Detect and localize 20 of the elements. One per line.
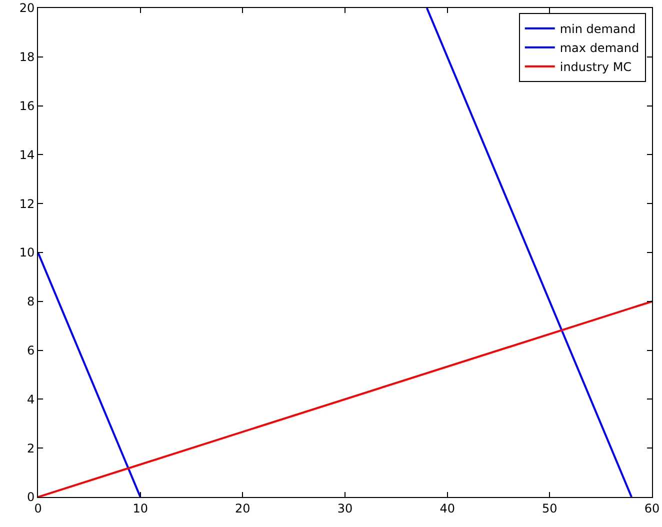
x-tick-label: 10 bbox=[132, 501, 148, 516]
legend-label: min demand bbox=[560, 22, 636, 36]
legend-label: max demand bbox=[560, 41, 640, 56]
y-tick-label: 12 bbox=[19, 196, 35, 211]
x-tick-label: 40 bbox=[440, 501, 455, 516]
legend-label: industry MC bbox=[560, 60, 632, 74]
y-tick-label: 8 bbox=[26, 294, 35, 309]
y-tick-label: 0 bbox=[26, 490, 35, 504]
x-tick-label: 60 bbox=[644, 501, 660, 516]
y-tick-label: 2 bbox=[26, 441, 35, 456]
x-tick-label: 30 bbox=[337, 501, 353, 516]
x-tick-label: 50 bbox=[542, 501, 558, 516]
y-tick-label: 16 bbox=[19, 99, 35, 113]
y-tick-label: 20 bbox=[19, 1, 35, 16]
y-tick-label: 4 bbox=[26, 392, 35, 406]
y-tick-label: 18 bbox=[19, 50, 35, 64]
y-tick-label: 10 bbox=[19, 246, 35, 260]
y-tick-label: 6 bbox=[26, 344, 35, 358]
y-tick-label: 14 bbox=[19, 148, 35, 162]
x-tick-label: 20 bbox=[235, 501, 250, 516]
